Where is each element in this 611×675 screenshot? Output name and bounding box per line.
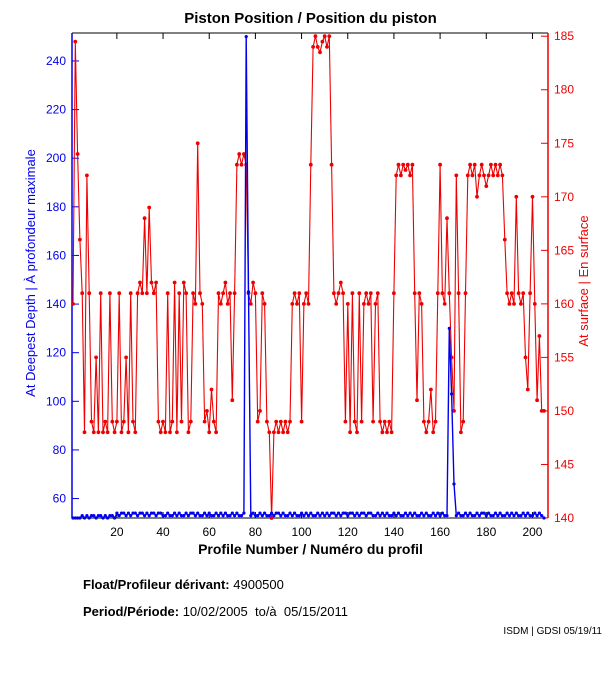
float-id-label: Float/Profileur dérivant: — [83, 577, 230, 592]
left-tick-label: 100 — [46, 394, 66, 408]
left-tick-label: 240 — [46, 54, 66, 68]
left-tick-label: 200 — [46, 151, 66, 165]
credit-text: ISDM | GDSI 05/19/11 — [503, 626, 602, 637]
x-tick-label: 140 — [384, 525, 404, 539]
x-tick-label: 200 — [522, 525, 542, 539]
chart-title: Piston Position / Position du piston — [184, 10, 437, 27]
x-tick-label: 180 — [476, 525, 496, 539]
series-at-surface — [71, 34, 546, 520]
right-tick-label: 155 — [554, 350, 574, 364]
right-tick-label: 165 — [554, 243, 574, 257]
axes-box — [71, 32, 549, 519]
right-axis-ticks: 140 145 150 155 160 165 170 175 180 185 — [541, 29, 574, 525]
period-line: Period/Période: 10/02/2005 to/à 05/15/20… — [83, 604, 348, 619]
left-axis-label: At Deepest Depth | À profondeur maximale — [23, 149, 38, 397]
x-tick-label: 100 — [292, 525, 312, 539]
x-tick-label: 40 — [156, 525, 170, 539]
left-tick-label: 140 — [46, 297, 66, 311]
period-value: 10/02/2005 to/à 05/15/2011 — [179, 604, 348, 619]
x-axis-label: Profile Number / Numéro du profil — [198, 541, 423, 557]
right-tick-label: 160 — [554, 297, 574, 311]
right-tick-label: 175 — [554, 136, 574, 150]
piston-position-plot: 20 40 60 80 100 120 140 160 180 20060801001201401… — [46, 29, 574, 539]
right-tick-label: 140 — [554, 511, 574, 525]
x-tick-label: 120 — [338, 525, 358, 539]
right-tick-label: 180 — [554, 83, 574, 97]
right-tick-label: 185 — [554, 29, 574, 43]
x-axis-ticks: 20 40 60 80 100 120 140 160 180 200 — [110, 33, 543, 539]
left-axis-ticks: 60 80 100 120 140 160 180 200 220 240 — [46, 54, 79, 506]
period-label: Period/Période: — [83, 604, 180, 619]
series-deepest-depth — [71, 35, 546, 520]
x-tick-label: 60 — [203, 525, 217, 539]
left-tick-label: 120 — [46, 346, 66, 360]
left-tick-label: 180 — [46, 200, 66, 214]
left-tick-label: 160 — [46, 248, 66, 262]
x-tick-label: 20 — [110, 525, 124, 539]
right-axis-label: At surface | En surface — [576, 215, 591, 347]
right-tick-label: 170 — [554, 190, 574, 204]
float-id-value: 4900500 — [229, 577, 284, 592]
left-tick-label: 60 — [53, 492, 67, 506]
x-tick-label: 80 — [249, 525, 263, 539]
x-tick-label: 160 — [430, 525, 450, 539]
left-tick-label: 80 — [53, 443, 67, 457]
right-tick-label: 150 — [554, 404, 574, 418]
left-tick-label: 220 — [46, 103, 66, 117]
right-tick-label: 145 — [554, 457, 574, 471]
float-id-line: Float/Profileur dérivant: 4900500 — [83, 577, 284, 592]
